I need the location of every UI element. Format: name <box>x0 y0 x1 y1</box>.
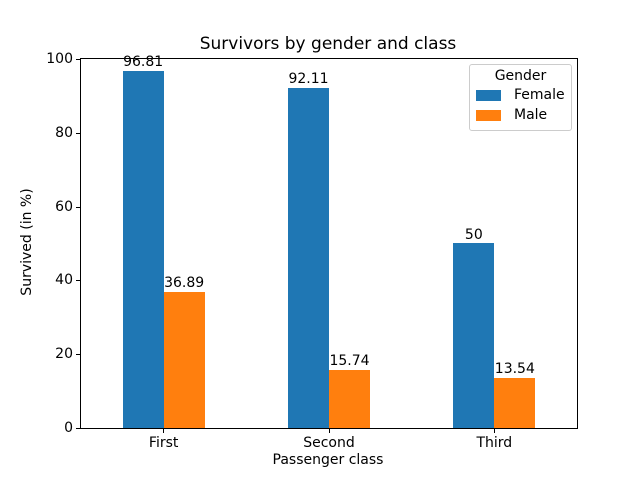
legend-label-male: Male <box>514 107 548 123</box>
male-swatch-icon <box>476 109 501 121</box>
bar-value-label: 50 <box>464 226 483 243</box>
y-tick <box>76 427 80 429</box>
x-axis-label: Passenger class <box>272 452 384 468</box>
legend-label-female: Female <box>514 87 565 103</box>
legend-item-male: Male <box>470 105 571 125</box>
y-tick <box>76 279 80 281</box>
bar-value-label: 13.54 <box>494 361 535 378</box>
y-tick <box>76 353 80 355</box>
y-tick <box>76 206 80 208</box>
bar-value-label: 15.74 <box>329 352 370 369</box>
y-tick-label: 40 <box>55 272 73 289</box>
female-swatch-icon <box>476 89 501 101</box>
bar-male-second <box>329 370 370 428</box>
bar-male-third <box>494 378 535 428</box>
y-tick-label: 100 <box>46 51 73 67</box>
y-tick-label: 20 <box>55 346 73 363</box>
bar-female-second <box>288 88 329 428</box>
legend: Gender Female Male <box>469 64 572 131</box>
bar-value-label: 96.81 <box>123 53 164 70</box>
bar-value-label: 36.89 <box>164 274 205 291</box>
x-tick <box>328 429 330 433</box>
bar-value-label: 92.11 <box>288 71 329 88</box>
y-axis-label: Survived (in %) <box>19 188 35 296</box>
bar-female-first <box>123 71 164 428</box>
x-tick <box>163 429 165 433</box>
x-tick-label-second: Second <box>303 435 355 451</box>
x-tick-label-third: Third <box>476 435 513 451</box>
bar-male-first <box>164 292 205 428</box>
legend-item-female: Female <box>470 85 571 105</box>
y-tick-label: 60 <box>55 198 73 215</box>
x-tick-label-first: First <box>148 435 179 451</box>
y-tick-label: 0 <box>64 420 73 436</box>
x-tick <box>493 429 495 433</box>
y-tick-label: 80 <box>55 124 73 141</box>
legend-title: Gender <box>494 68 547 84</box>
bar-female-third <box>453 243 494 428</box>
y-tick <box>76 58 80 60</box>
y-tick <box>76 132 80 134</box>
chart-title: Survivors by gender and class <box>199 34 457 54</box>
